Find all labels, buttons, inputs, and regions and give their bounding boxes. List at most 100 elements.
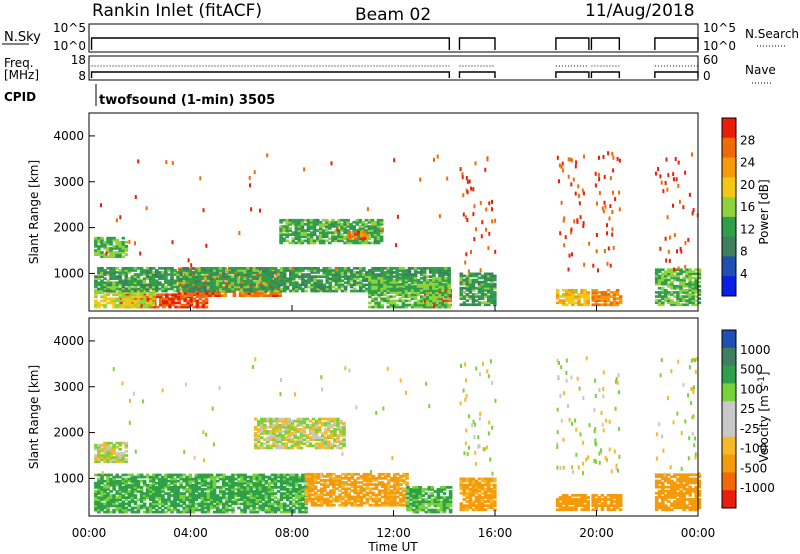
heatmap-cell [168, 293, 172, 297]
heatmap-cell [301, 510, 305, 514]
heatmap-cell [361, 229, 366, 232]
heatmap-cell [609, 295, 614, 298]
heatmap-cell [192, 305, 197, 309]
heatmap-cell [252, 498, 256, 502]
heatmap-cell [145, 293, 150, 297]
heatmap-cell [148, 295, 153, 299]
heatmap-cell [447, 297, 451, 301]
heatmap-cell [292, 490, 296, 493]
heatmap-cell [170, 490, 174, 493]
heatmap-cell [209, 287, 214, 291]
heatmap-cell [231, 510, 235, 514]
heatmap-cell [404, 269, 409, 272]
heatmap-cell [161, 488, 165, 491]
heatmap-cell [218, 508, 223, 512]
heatmap-cell [318, 233, 323, 236]
heatmap-cell [145, 494, 150, 497]
heatmap-cell [661, 301, 665, 305]
heatmap-cell [127, 269, 132, 272]
heatmap-cell [206, 504, 211, 508]
heatmap-cell [337, 233, 341, 236]
heatmap-cell [302, 417, 307, 421]
heatmap-cell [237, 269, 241, 272]
heatmap-cell [383, 289, 387, 292]
heatmap-cell [309, 223, 314, 226]
heatmap-cell [432, 271, 436, 274]
heatmap-cell [386, 275, 390, 278]
heatmap-cell [468, 280, 473, 284]
heatmap-cell [161, 283, 165, 287]
heatmap-cell [185, 269, 189, 272]
heatmap-cell [310, 277, 314, 280]
heatmap-cell [228, 494, 232, 497]
heatmap-cell [310, 503, 315, 507]
heatmap-cell [145, 475, 150, 479]
heatmap-cell [115, 242, 119, 246]
heatmap-cell [410, 267, 415, 270]
heatmap-cell [136, 473, 141, 477]
heatmap-cell [158, 277, 162, 280]
heatmap-cell [340, 285, 345, 289]
heatmap-cell [255, 279, 260, 283]
heatmap-cell [664, 291, 668, 294]
heatmap-cell [448, 299, 452, 303]
heatmap-cell [284, 438, 288, 441]
heatmap-cell [362, 277, 366, 280]
heatmap-cell [124, 498, 129, 502]
heatmap-cell [212, 486, 217, 489]
heatmap-cell [290, 423, 295, 427]
heatmap-cell [103, 494, 107, 497]
heatmap-cell [194, 481, 199, 485]
heatmap-cell [323, 483, 327, 486]
heatmap-cell [100, 477, 104, 481]
heatmap-cell [171, 301, 175, 305]
heatmap-cell [97, 483, 101, 487]
heatmap-cell [155, 287, 159, 291]
heatmap-cell [383, 283, 387, 286]
heatmap-cell [311, 417, 316, 421]
heatmap-cell [139, 251, 142, 256]
heatmap-cell [109, 460, 113, 463]
heatmap-cell [179, 498, 183, 502]
heatmap-cell [259, 208, 261, 213]
heatmap-cell [249, 279, 253, 283]
heatmap-cell [486, 303, 491, 307]
heatmap-cell [313, 472, 318, 476]
heatmap-cell [139, 479, 144, 483]
heatmap-cell [209, 506, 214, 510]
heatmap-cell [173, 492, 177, 495]
heatmap-cell [329, 475, 333, 478]
colorbar-tick: 12 [740, 222, 755, 236]
heatmap-cell [575, 160, 578, 165]
heatmap-cell [246, 277, 250, 280]
heatmap-cell [598, 155, 600, 160]
heatmap-cell [612, 299, 617, 302]
heatmap-cell [185, 285, 189, 289]
heatmap-cell [309, 218, 314, 222]
heatmap-cell [194, 275, 199, 278]
heatmap-cell [218, 502, 223, 506]
heatmap-cell [188, 486, 193, 489]
heatmap-cell [435, 285, 439, 288]
heatmap-cell [270, 492, 275, 495]
heatmap-cell [360, 232, 364, 236]
heatmap-cell [243, 285, 247, 289]
heatmap-cell [273, 285, 278, 289]
heatmap-cell [103, 452, 107, 455]
heatmap-cell [261, 289, 266, 293]
heatmap-cell [380, 271, 384, 274]
heatmap-cell [186, 305, 190, 309]
heatmap-cell [441, 293, 445, 297]
heatmap-cell [346, 218, 350, 222]
heatmap-cell [279, 481, 284, 485]
heatmap-cell [489, 289, 494, 292]
heatmap-cell [112, 236, 116, 240]
heatmap-cell [161, 502, 165, 506]
heatmap-cell [294, 241, 299, 245]
heatmap-cell [139, 267, 144, 270]
heatmap-cell [292, 510, 296, 514]
heatmap-cell [301, 506, 305, 510]
heatmap-cell [158, 267, 162, 270]
heatmap-cell [276, 287, 281, 291]
heatmap-cell [156, 293, 160, 297]
